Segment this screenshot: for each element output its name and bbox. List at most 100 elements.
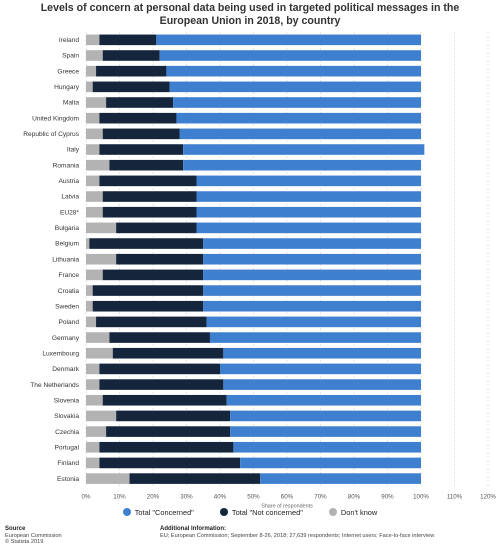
source-block: Source European Commission © Statista 20… <box>5 526 62 546</box>
bar-segment-total-not-concerned <box>112 347 224 359</box>
x-tick-label: 20% <box>147 493 160 500</box>
x-tick-label: 0% <box>82 493 91 500</box>
legend-label-concerned: Total "Concerned" <box>134 508 194 517</box>
category-label: Ireland <box>59 37 79 44</box>
bar-segment-total-not-concerned <box>92 300 204 312</box>
category-label: Denmark <box>52 366 79 373</box>
bar-segment-total-concerned <box>183 144 425 155</box>
chart-title: Levels of concern at personal data being… <box>40 2 460 27</box>
bar-segment-total-not-concerned <box>116 222 197 234</box>
legend-item-dont-know[interactable]: Don't know <box>328 508 378 517</box>
info-text: EU; European Commission; September 8-26,… <box>160 532 435 539</box>
bar-segment-total-not-concerned <box>116 410 231 422</box>
bar-segment-don-t-know <box>86 410 117 422</box>
category-label: Spain <box>62 53 79 60</box>
source-heading: Source <box>5 526 26 532</box>
category-label: Lithuania <box>52 256 79 263</box>
category-label: Slovenia <box>54 397 80 404</box>
bar-segment-total-not-concerned <box>106 97 174 108</box>
bar-segment-total-concerned <box>169 81 421 93</box>
bar-segment-total-concerned <box>233 441 421 453</box>
bar-segment-don-t-know <box>86 316 97 328</box>
bar-segment-total-concerned <box>203 300 421 312</box>
bar-segment-total-concerned <box>159 50 421 61</box>
category-label: United Kingdom <box>32 115 79 122</box>
source-line: European Commission <box>5 532 62 539</box>
bar-segment-total-concerned <box>196 206 421 218</box>
bar-segment-total-concerned <box>166 65 421 77</box>
bar-segment-total-not-concerned <box>102 191 197 202</box>
bar-segment-total-not-concerned <box>116 253 204 265</box>
bar-segment-don-t-know <box>86 97 107 108</box>
bar-segment-don-t-know <box>86 159 110 171</box>
x-tick-label: 10% <box>113 493 126 500</box>
bar-segment-total-concerned <box>203 253 421 265</box>
bar-segment-total-not-concerned <box>99 379 224 390</box>
bar-segment-total-not-concerned <box>102 128 180 140</box>
additional-info-block: Additional Information: EU; European Com… <box>160 526 434 539</box>
category-label: Luxembourg <box>42 350 79 357</box>
bar-segment-total-concerned <box>230 426 421 437</box>
legend-swatch-not-concerned <box>219 508 228 516</box>
bar-segment-total-concerned <box>196 175 421 187</box>
bar-segment-total-not-concerned <box>106 426 231 437</box>
bar-segment-don-t-know <box>86 426 107 437</box>
category-label: Finland <box>57 460 79 467</box>
bar-segment-total-concerned <box>223 379 421 390</box>
bar-segment-total-not-concerned <box>109 159 184 171</box>
category-label: Bulgaria <box>55 225 80 232</box>
bar-segment-total-concerned <box>156 34 421 46</box>
bar-segment-don-t-know <box>86 175 100 187</box>
copyright-line: © Statista 2019 <box>5 539 44 546</box>
x-tick-label: 90% <box>381 493 394 500</box>
category-label: France <box>58 272 79 279</box>
bar-segment-total-not-concerned <box>99 34 157 46</box>
footer: Source European Commission © Statista 20… <box>0 526 500 553</box>
x-axis-label: Share of respondents <box>261 503 313 509</box>
bar-segment-total-concerned <box>260 473 421 484</box>
bar-segment-total-concerned <box>203 238 421 249</box>
bar-segment-don-t-know <box>86 206 103 218</box>
bar-segment-don-t-know <box>86 238 90 249</box>
bar-segment-total-not-concerned <box>89 238 204 249</box>
category-label: Germany <box>52 335 80 342</box>
bar-segment-total-concerned <box>223 347 421 359</box>
bar-segment-total-not-concerned <box>99 144 184 155</box>
x-tick-label: 100% <box>413 493 429 500</box>
info-heading: Additional Information: <box>160 526 226 532</box>
legend: Total "Concerned" Total "Not concerned" … <box>0 508 500 517</box>
category-label: Portugal <box>54 444 79 451</box>
legend-item-concerned[interactable]: Total "Concerned" <box>122 508 194 517</box>
legend-label-dont-know: Don't know <box>340 508 378 517</box>
bar-segment-don-t-know <box>86 379 100 390</box>
bar-segment-total-not-concerned <box>99 363 220 375</box>
bar-segment-total-not-concerned <box>129 473 261 484</box>
category-label: Slovakia <box>54 413 79 420</box>
category-label: Croatia <box>58 288 80 295</box>
bar-segment-don-t-know <box>86 128 103 140</box>
bar-segment-total-concerned <box>240 457 421 469</box>
bar-segment-total-concerned <box>209 332 421 343</box>
bar-segment-don-t-know <box>86 285 93 296</box>
bar-segment-total-not-concerned <box>109 332 210 343</box>
bar-segment-total-not-concerned <box>96 316 207 328</box>
bar-segment-don-t-know <box>86 65 97 77</box>
x-tick-label: 30% <box>180 493 193 500</box>
bar-segment-don-t-know <box>86 50 103 61</box>
bar-segment-total-not-concerned <box>99 441 234 453</box>
x-tick-label: 50% <box>247 493 260 500</box>
bar-segment-don-t-know <box>86 300 93 312</box>
category-label: Malta <box>63 100 79 107</box>
category-label: EU28* <box>60 209 79 216</box>
category-label: Czechia <box>55 429 79 436</box>
category-label: Sweden <box>55 303 79 310</box>
x-tick-label: 40% <box>214 493 227 500</box>
category-label: Republic of Cyprus <box>23 131 79 138</box>
legend-item-not-concerned[interactable]: Total "Not concerned" <box>219 508 303 517</box>
bar-segment-don-t-know <box>86 473 130 484</box>
bar-segment-don-t-know <box>86 269 103 281</box>
bar-segment-total-concerned <box>206 316 421 328</box>
bar-segment-total-not-concerned <box>102 269 204 281</box>
bar-segment-total-not-concerned <box>99 175 197 187</box>
